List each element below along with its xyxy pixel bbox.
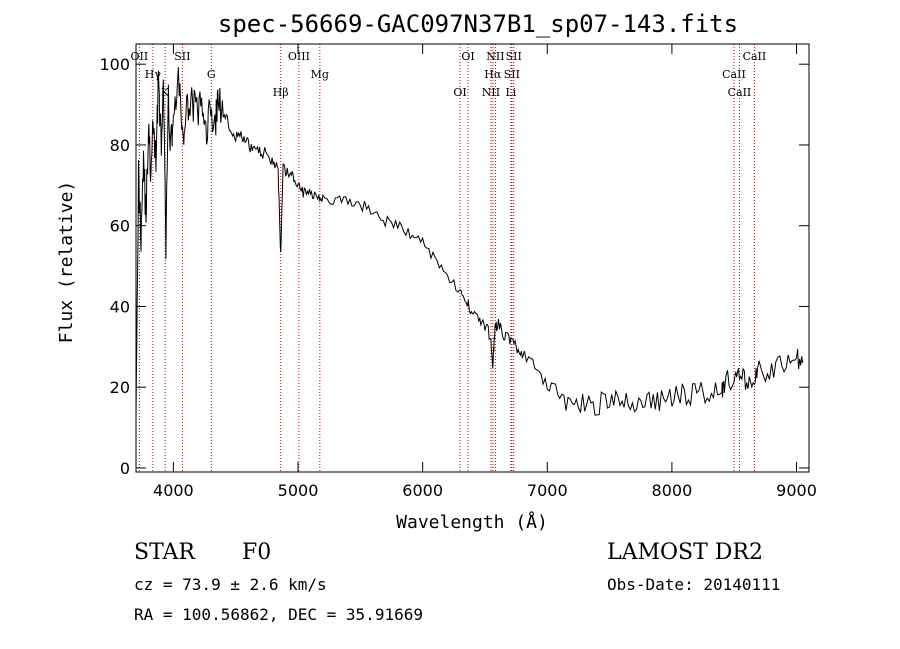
y-tick-label: 20	[110, 378, 130, 397]
line-marker-label: SII	[506, 50, 522, 63]
x-tick-label: 5000	[278, 481, 319, 500]
line-marker-label: SII	[504, 68, 520, 81]
x-tick-label: 7000	[527, 481, 568, 500]
y-tick-label: 100	[99, 55, 130, 74]
line-marker-label: NII	[482, 86, 500, 99]
x-tick-label: 8000	[652, 481, 693, 500]
line-marker-label: NII	[486, 50, 504, 63]
obs-date: Obs-Date: 20140111	[607, 575, 781, 594]
line-marker-label: OIII	[288, 50, 310, 63]
y-tick-label: 0	[120, 459, 130, 478]
line-marker-label: Hα	[484, 68, 502, 81]
axis-ticks: 4000 5000 6000 7000 8000 9000 0 20 40 60 80 100	[99, 44, 817, 500]
line-marker-label: OI	[453, 86, 466, 99]
y-tick-label: 60	[110, 217, 130, 236]
line-marker-label: CaII	[722, 68, 746, 81]
spectrum-line	[135, 67, 804, 420]
line-marker-label: CaII	[728, 86, 752, 99]
x-tick-label: 9000	[776, 481, 817, 500]
line-marker-label: K	[161, 86, 170, 99]
y-tick-label: 80	[110, 136, 130, 155]
redshift-cz: cz = 73.9 ± 2.6 km/s	[134, 575, 327, 594]
object-class: STAR	[134, 540, 195, 565]
coordinates: RA = 100.56862, DEC = 35.91669	[134, 605, 423, 624]
line-markers: OIIHγKSIIGHβOIIIMgOIOIHαNIINIISIILiSIICa…	[131, 44, 767, 472]
object-subclass: F0	[242, 540, 272, 565]
survey-name: LAMOST DR2	[607, 540, 763, 565]
line-marker-label: Hγ	[145, 68, 162, 81]
x-axis-label: Wavelength (Å)	[396, 511, 548, 533]
y-axis-label: Flux (relative)	[56, 181, 77, 344]
line-marker-label: SII	[174, 50, 190, 63]
line-marker-label: Li	[505, 86, 516, 99]
line-marker-label: G	[207, 68, 216, 81]
y-tick-label: 40	[110, 297, 130, 316]
line-marker-label: OI	[461, 50, 474, 63]
line-marker-label: CaII	[743, 50, 767, 63]
x-tick-label: 4000	[153, 481, 194, 500]
chart-title: spec-56669-GAC097N37B1_sp07-143.fits	[218, 10, 738, 38]
x-tick-label: 6000	[402, 481, 443, 500]
line-marker-label: Hβ	[273, 86, 289, 99]
line-marker-label: Mg	[311, 68, 329, 81]
plot-frame	[135, 43, 810, 473]
line-marker-label: OII	[131, 50, 149, 63]
